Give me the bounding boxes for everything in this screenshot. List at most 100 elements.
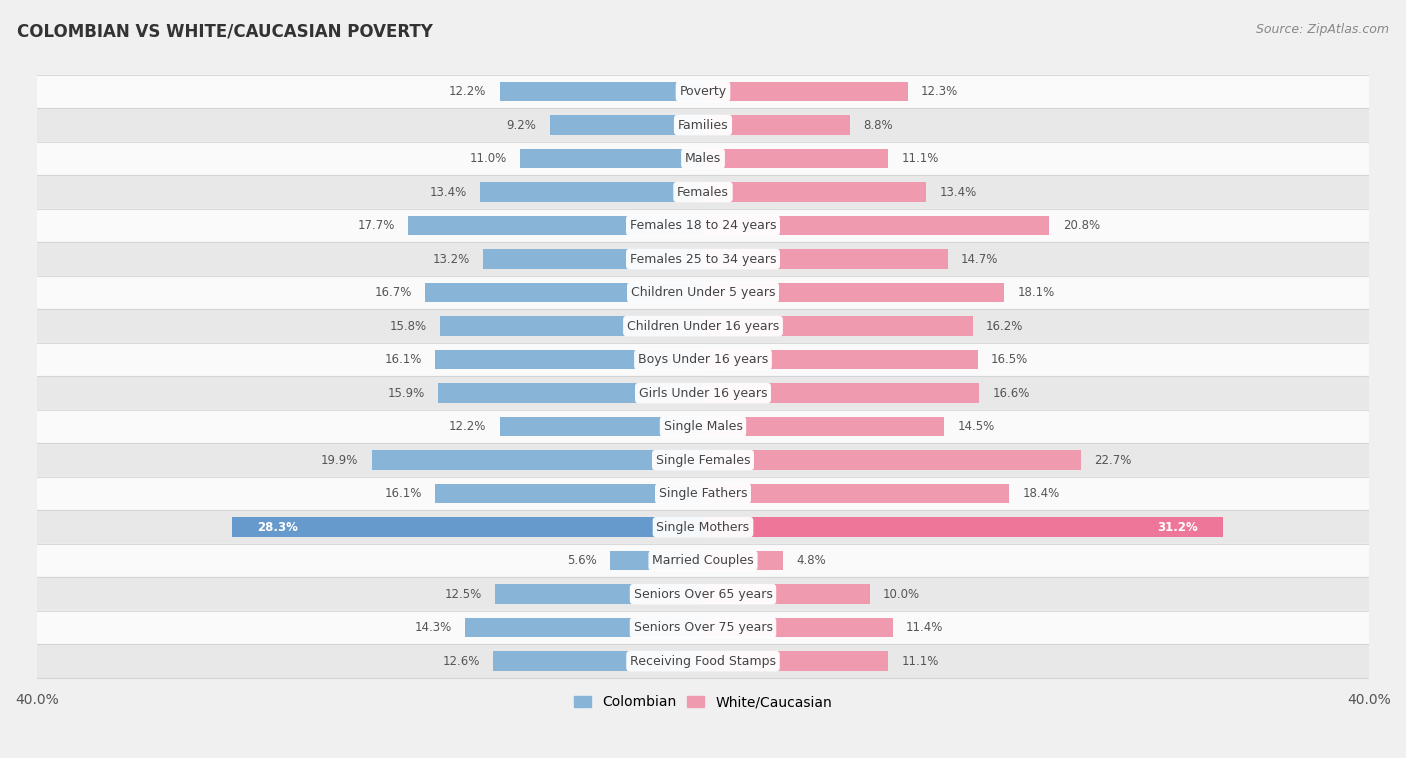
Text: Source: ZipAtlas.com: Source: ZipAtlas.com — [1256, 23, 1389, 36]
Bar — [499, 82, 703, 102]
Bar — [703, 216, 1049, 235]
Bar — [37, 644, 1369, 678]
Text: Single Mothers: Single Mothers — [657, 521, 749, 534]
Legend: Colombian, White/Caucasian: Colombian, White/Caucasian — [568, 690, 838, 715]
Bar — [703, 484, 1010, 503]
Bar — [520, 149, 703, 168]
Text: 12.2%: 12.2% — [449, 420, 486, 433]
Text: Females 18 to 24 years: Females 18 to 24 years — [630, 219, 776, 232]
Text: 20.8%: 20.8% — [1063, 219, 1099, 232]
Bar — [232, 518, 703, 537]
Text: 31.2%: 31.2% — [1157, 521, 1198, 534]
Text: Boys Under 16 years: Boys Under 16 years — [638, 353, 768, 366]
Bar — [439, 384, 703, 402]
Bar — [703, 518, 1223, 537]
Text: 11.4%: 11.4% — [907, 621, 943, 634]
Text: 19.9%: 19.9% — [321, 453, 359, 467]
Bar — [37, 410, 1369, 443]
Bar — [703, 584, 869, 604]
Bar — [465, 618, 703, 637]
Bar — [703, 384, 980, 402]
Text: Single Fathers: Single Fathers — [659, 487, 747, 500]
Bar — [408, 216, 703, 235]
Text: 16.5%: 16.5% — [991, 353, 1028, 366]
Text: Seniors Over 65 years: Seniors Over 65 years — [634, 587, 772, 600]
Bar — [703, 249, 948, 269]
Text: 22.7%: 22.7% — [1094, 453, 1132, 467]
Bar — [440, 316, 703, 336]
Text: 14.5%: 14.5% — [957, 420, 995, 433]
Text: 15.9%: 15.9% — [388, 387, 425, 399]
Text: 16.1%: 16.1% — [384, 353, 422, 366]
Text: 12.3%: 12.3% — [921, 85, 959, 98]
Bar — [434, 484, 703, 503]
Text: 11.0%: 11.0% — [470, 152, 506, 165]
Text: Seniors Over 75 years: Seniors Over 75 years — [634, 621, 772, 634]
Text: 8.8%: 8.8% — [863, 118, 893, 132]
Bar — [37, 208, 1369, 243]
Bar — [434, 350, 703, 369]
Text: 5.6%: 5.6% — [567, 554, 596, 567]
Bar — [703, 350, 977, 369]
Bar — [610, 551, 703, 570]
Text: Girls Under 16 years: Girls Under 16 years — [638, 387, 768, 399]
Bar — [37, 477, 1369, 510]
Text: 15.8%: 15.8% — [389, 320, 426, 333]
Text: 13.4%: 13.4% — [939, 186, 977, 199]
Bar — [703, 283, 1004, 302]
Bar — [703, 417, 945, 437]
Bar — [37, 544, 1369, 578]
Bar — [371, 450, 703, 470]
Bar — [495, 584, 703, 604]
Text: Families: Families — [678, 118, 728, 132]
Text: 12.6%: 12.6% — [443, 655, 479, 668]
Bar — [484, 249, 703, 269]
Text: 4.8%: 4.8% — [796, 554, 825, 567]
Text: 14.7%: 14.7% — [962, 252, 998, 265]
Bar — [494, 651, 703, 671]
Bar — [703, 618, 893, 637]
Text: 28.3%: 28.3% — [257, 521, 298, 534]
Bar — [37, 510, 1369, 544]
Bar — [425, 283, 703, 302]
Text: Single Males: Single Males — [664, 420, 742, 433]
Text: 13.4%: 13.4% — [429, 186, 467, 199]
Text: 17.7%: 17.7% — [357, 219, 395, 232]
Bar — [703, 651, 887, 671]
Text: Married Couples: Married Couples — [652, 554, 754, 567]
Text: Children Under 5 years: Children Under 5 years — [631, 286, 775, 299]
Text: Children Under 16 years: Children Under 16 years — [627, 320, 779, 333]
Bar — [37, 376, 1369, 410]
Text: 16.7%: 16.7% — [374, 286, 412, 299]
Bar — [479, 183, 703, 202]
Text: 11.1%: 11.1% — [901, 152, 939, 165]
Bar — [37, 108, 1369, 142]
Text: 10.0%: 10.0% — [883, 587, 920, 600]
Bar — [550, 115, 703, 135]
Text: Females: Females — [678, 186, 728, 199]
Text: 13.2%: 13.2% — [433, 252, 470, 265]
Bar — [703, 316, 973, 336]
Bar — [703, 82, 908, 102]
Bar — [499, 417, 703, 437]
Bar — [37, 611, 1369, 644]
Text: 12.2%: 12.2% — [449, 85, 486, 98]
Bar — [703, 183, 927, 202]
Bar — [703, 115, 849, 135]
Text: Poverty: Poverty — [679, 85, 727, 98]
Bar — [37, 309, 1369, 343]
Text: 18.1%: 18.1% — [1018, 286, 1054, 299]
Text: Males: Males — [685, 152, 721, 165]
Text: 9.2%: 9.2% — [506, 118, 537, 132]
Bar — [37, 578, 1369, 611]
Text: 11.1%: 11.1% — [901, 655, 939, 668]
Bar — [37, 443, 1369, 477]
Bar — [37, 142, 1369, 175]
Bar — [703, 149, 887, 168]
Bar — [37, 75, 1369, 108]
Bar — [37, 243, 1369, 276]
Text: COLOMBIAN VS WHITE/CAUCASIAN POVERTY: COLOMBIAN VS WHITE/CAUCASIAN POVERTY — [17, 23, 433, 41]
Text: Single Females: Single Females — [655, 453, 751, 467]
Text: Receiving Food Stamps: Receiving Food Stamps — [630, 655, 776, 668]
Text: 16.6%: 16.6% — [993, 387, 1031, 399]
